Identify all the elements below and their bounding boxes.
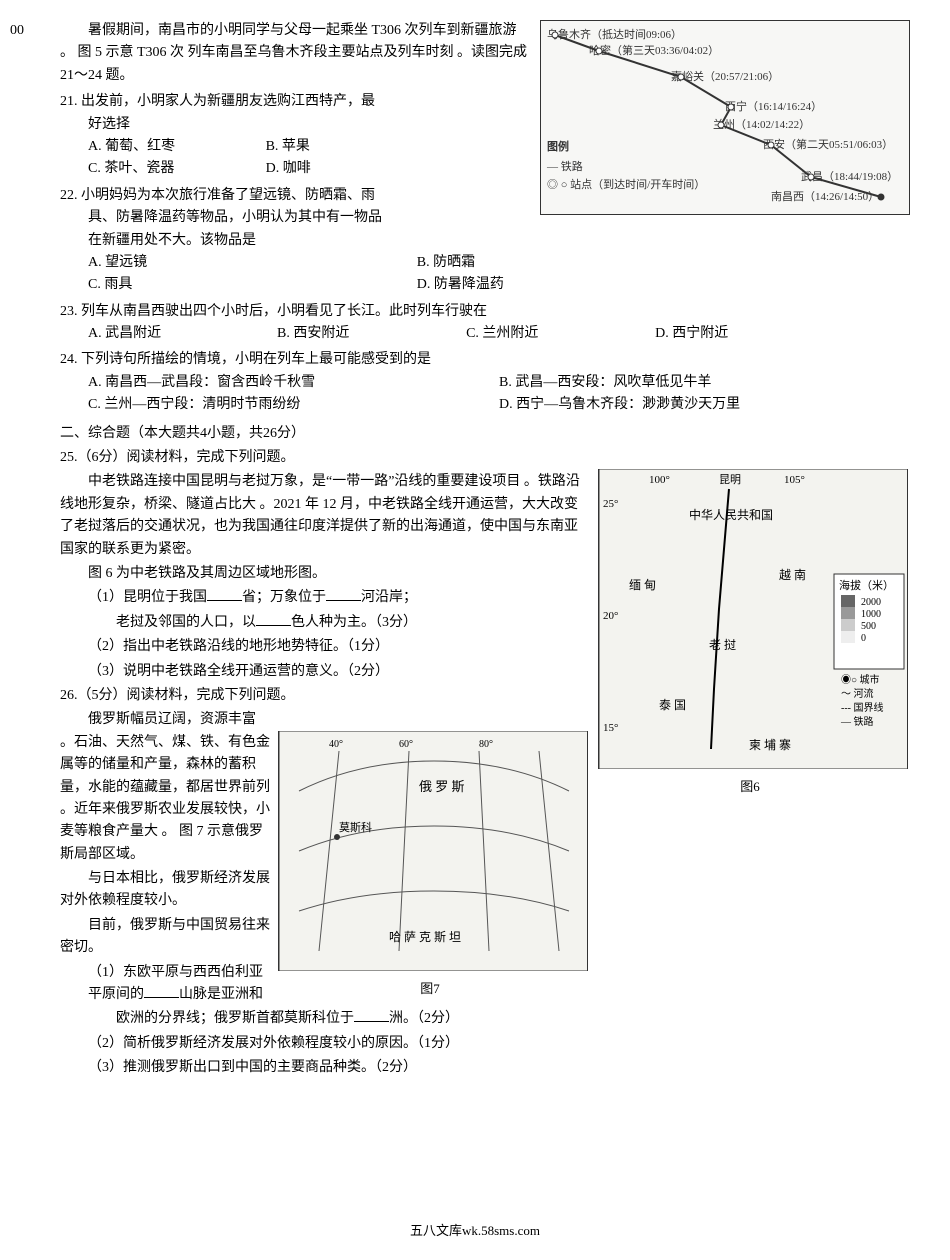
svg-text:老 挝: 老 挝 bbox=[709, 638, 736, 652]
svg-text:15°: 15° bbox=[603, 722, 618, 734]
svg-text:海拔（米）: 海拔（米） bbox=[839, 578, 894, 592]
q22-option-c: C. 雨具 bbox=[88, 274, 417, 296]
q23-option-a: A. 武昌附近 bbox=[88, 323, 277, 345]
svg-text:25°: 25° bbox=[603, 498, 618, 510]
question-23: 23. 列车从南昌西驶出四个小时后，小明看见了长江。此时列车行驶在 A. 武昌附… bbox=[60, 301, 910, 346]
svg-text:— 铁路: — 铁路 bbox=[840, 715, 874, 728]
svg-text:20°: 20° bbox=[603, 610, 618, 622]
figure-5: 乌鲁木齐（抵达时间09:06） 哈密（第三天03:36/04:02） 嘉峪关（2… bbox=[540, 20, 910, 215]
figure-7-block: 莫斯科 俄 罗 斯 哈 萨 克 斯 坦 40° 60° 80° 图7 bbox=[270, 707, 590, 1000]
svg-text:哈 萨 克 斯 坦: 哈 萨 克 斯 坦 bbox=[389, 930, 461, 944]
q24-option-a: A. 南昌西—武昌段：窗含西岭千秋雪 bbox=[88, 372, 499, 394]
q22-stem3: 在新疆用处不大。该物品是 bbox=[60, 230, 910, 252]
fig5-railline bbox=[541, 21, 911, 216]
footer-source: 五八文库wk.58sms.com bbox=[0, 1221, 950, 1242]
q21-option-a: A. 葡萄、红枣 bbox=[88, 136, 266, 158]
q21-option-b: B. 苹果 bbox=[266, 136, 444, 158]
q24-option-b: B. 武昌—西安段：风吹草低见牛羊 bbox=[499, 372, 910, 394]
svg-text:◉○ 城市: ◉○ 城市 bbox=[841, 673, 880, 686]
svg-text:2000: 2000 bbox=[861, 597, 881, 608]
fig6-lon2: 105° bbox=[784, 474, 805, 486]
q21-option-c: C. 茶叶、瓷器 bbox=[88, 158, 266, 180]
q22-option-b: B. 防晒霜 bbox=[417, 252, 746, 274]
svg-text:40°: 40° bbox=[329, 739, 343, 750]
svg-text:中华人民共和国: 中华人民共和国 bbox=[689, 507, 773, 522]
q26-sub3: （3）推测俄罗斯出口到中国的主要商品种类。（2分） bbox=[60, 1057, 910, 1079]
question-24: 24. 下列诗句所描绘的情境，小明在列车上最可能感受到的是 A. 南昌西—武昌段… bbox=[60, 349, 910, 416]
q24-option-d: D. 西宁—乌鲁木齐段：渺渺黄沙天万里 bbox=[499, 394, 910, 416]
svg-text:60°: 60° bbox=[399, 739, 413, 750]
svg-text:～ 河流: ～ 河流 bbox=[841, 687, 874, 700]
figure-6-caption: 图6 bbox=[590, 777, 910, 798]
svg-text:莫斯科: 莫斯科 bbox=[339, 820, 372, 834]
q22-option-a: A. 望远镜 bbox=[88, 252, 417, 274]
q23-option-c: C. 兰州附近 bbox=[466, 323, 655, 345]
figure-6: 100° 昆明 105° 25° 20° 15° 中华人民共和国 缅 甸 越 南… bbox=[598, 469, 908, 769]
figure-7: 莫斯科 俄 罗 斯 哈 萨 克 斯 坦 40° 60° 80° bbox=[278, 731, 588, 971]
svg-text:泰 国: 泰 国 bbox=[659, 698, 686, 712]
svg-text:500: 500 bbox=[861, 621, 876, 632]
svg-text:俄 罗 斯: 俄 罗 斯 bbox=[419, 779, 465, 794]
svg-text:80°: 80° bbox=[479, 739, 493, 750]
q21-option-d: D. 咖啡 bbox=[266, 158, 444, 180]
svg-text:0: 0 bbox=[861, 633, 866, 644]
figure-7-caption: 图7 bbox=[270, 979, 590, 1000]
q22-option-d: D. 防暑降温药 bbox=[417, 274, 746, 296]
q23-stem: 23. 列车从南昌西驶出四个小时后，小明看见了长江。此时列车行驶在 bbox=[60, 301, 910, 323]
fig6-kunming: 昆明 bbox=[719, 473, 741, 486]
svg-text:越 南: 越 南 bbox=[779, 567, 806, 582]
q24-option-c: C. 兰州—西宁段：清明时节雨纷纷 bbox=[88, 394, 499, 416]
q24-stem: 24. 下列诗句所描绘的情境，小明在列车上最可能感受到的是 bbox=[60, 349, 910, 371]
svg-text:--- 国界线: --- 国界线 bbox=[841, 701, 884, 714]
q26-sub1-cont: 欧洲的分界线；俄罗斯首都莫斯科位于洲。（2分） bbox=[60, 1008, 910, 1030]
question-25: 25.（6分）阅读材料，完成下列问题。 bbox=[60, 447, 910, 469]
figure-6-block: 100° 昆明 105° 25° 20° 15° 中华人民共和国 缅 甸 越 南… bbox=[590, 469, 910, 798]
q23-option-d: D. 西宁附近 bbox=[655, 323, 844, 345]
fig6-lon1: 100° bbox=[649, 474, 670, 486]
q23-option-b: B. 西安附近 bbox=[277, 323, 466, 345]
section-2-title: 二、综合题（本大题共4小题，共26分） bbox=[60, 423, 910, 445]
svg-text:1000: 1000 bbox=[861, 609, 881, 620]
q26-sub2: （2）简析俄罗斯经济发展对外依赖程度较小的原因。（1分） bbox=[60, 1033, 910, 1055]
svg-text:缅 甸: 缅 甸 bbox=[629, 578, 656, 592]
page-number: 00 bbox=[10, 20, 24, 42]
svg-text:柬 埔 寨: 柬 埔 寨 bbox=[749, 737, 791, 752]
